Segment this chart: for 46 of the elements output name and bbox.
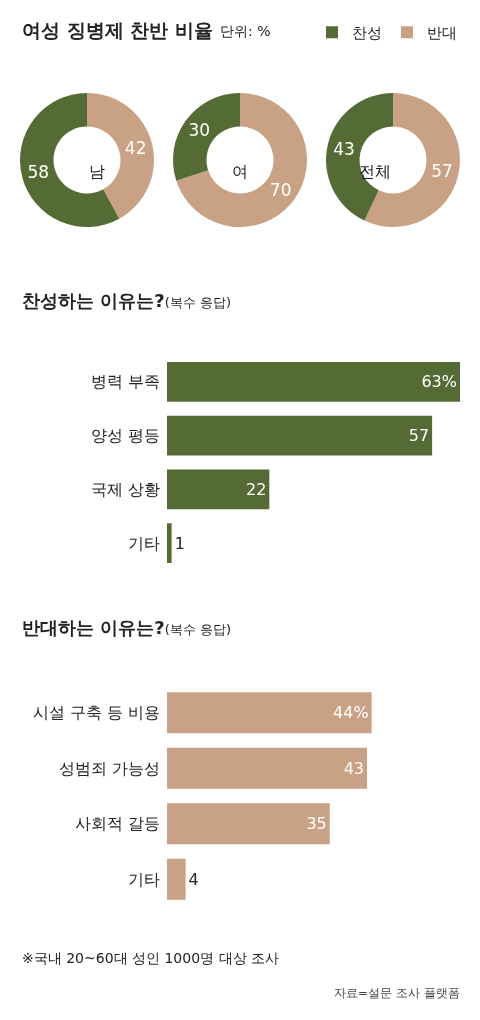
text: 남 [89, 162, 105, 181]
text: 여 [232, 162, 248, 181]
text: 자료=설문 조사 플랫폼 [334, 986, 460, 1000]
data-label: 58 [27, 162, 50, 183]
donut-slice [176, 93, 307, 227]
y-tick-label: 기타 [128, 869, 160, 889]
y-tick-label: 양성 평등 [90, 426, 160, 446]
y-tick-label: 기타 [128, 533, 160, 553]
chart-subtitle: 단위: % [220, 23, 271, 39]
data-label: 57 [431, 160, 453, 181]
bar [167, 361, 460, 402]
data-label: 57 [408, 426, 430, 446]
chart-title: 찬성하는 이유는? [22, 290, 165, 311]
chart-subtitle: (복수 응답) [164, 622, 231, 637]
data-label: 1 [174, 533, 185, 553]
chart-subtitle: (복수 응답) [164, 295, 231, 310]
bar [167, 747, 367, 789]
data-label: 70 [269, 179, 292, 200]
y-tick-label: 국제 상황 [90, 479, 160, 499]
y-tick-label: 사회적 갈등 [74, 814, 160, 834]
bar [167, 803, 330, 845]
data-label: 35 [306, 814, 327, 834]
legend-label: 반대 [427, 24, 457, 43]
data-label: 43 [333, 139, 355, 160]
chart-title: 여성 징병제 찬반 비율 [22, 19, 213, 41]
data-label: 63% [421, 372, 457, 392]
y-tick-label: 시설 구축 등 비용 [32, 703, 160, 723]
data-label: 22 [245, 479, 267, 499]
donut-slice [20, 93, 120, 227]
data-label: 30 [188, 120, 211, 141]
y-tick-label: 성범죄 가능성 [58, 758, 160, 778]
text: ※국내 20~60대 성인 1000명 대상 조사 [22, 950, 279, 966]
data-label: 42 [124, 137, 147, 158]
donut-slice [87, 93, 154, 219]
bar [167, 692, 372, 734]
bar [167, 415, 433, 456]
legend-label: 찬성 [352, 24, 382, 43]
bar [167, 469, 270, 510]
data-label: 43 [343, 758, 364, 778]
bar [167, 858, 186, 900]
donut-slice [326, 93, 393, 221]
y-tick-label: 병력 부족 [90, 372, 160, 392]
data-label: 44% [333, 703, 369, 723]
chart-title: 반대하는 이유는? [22, 617, 165, 638]
data-label: 4 [188, 869, 199, 889]
bar [167, 523, 172, 564]
